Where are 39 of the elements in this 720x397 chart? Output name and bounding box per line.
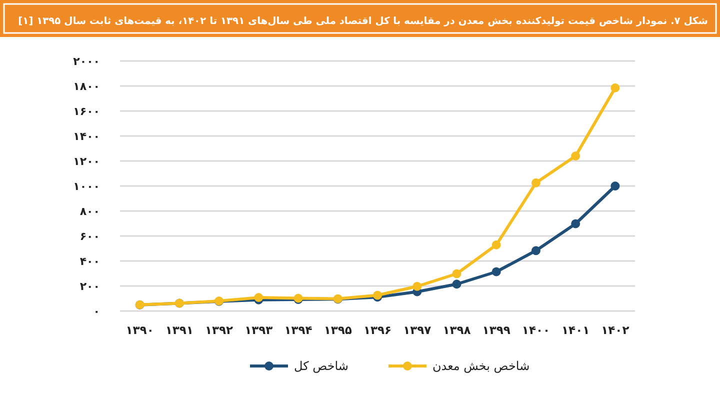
y-tick-label: ۱۶۰۰	[73, 105, 100, 118]
legend-label: شاخص بخش معدن	[432, 359, 530, 373]
point	[610, 83, 620, 92]
point	[452, 280, 462, 289]
y-tick-label: ۰	[93, 305, 100, 318]
x-tick-label: ۱۴۰۰	[522, 323, 550, 337]
point	[452, 269, 462, 278]
x-tick-label: ۱۴۰۱	[562, 323, 590, 337]
point	[492, 240, 501, 250]
point	[610, 182, 620, 190]
x-tick-label: ۱۳۹۵	[324, 323, 352, 337]
y-tick-label: ۶۰۰	[80, 230, 100, 243]
point	[254, 293, 264, 302]
y-tick-label: ۲۰۰	[80, 280, 100, 293]
x-tick-label: ۱۳۹۰	[126, 323, 154, 337]
x-tick-label: ۱۳۹۹	[482, 323, 510, 337]
x-tick-label: ۱۳۹۶	[363, 323, 392, 337]
point	[412, 282, 422, 291]
point	[492, 267, 501, 276]
y-tick-label: ۸۰۰	[80, 205, 100, 218]
chart-title: شکل ۷. نمودار شاخص قیمت تولیدکننده بخش معدن در مقایسه با کل اقتصاد ملی طی سال‌های ۱۳۹۱ تا ۱۴۰۲، به قیمت‌های ثابت سال ۱۳۹۵ [۱]	[18, 16, 708, 27]
y-tick-label: ۲۰۰۰	[73, 55, 100, 68]
y-tick-label: ۱۰۰۰	[73, 180, 100, 193]
point	[531, 246, 540, 256]
x-tick-label: ۱۳۹۱	[165, 323, 194, 337]
legend-label: شاخص کل	[294, 359, 348, 373]
x-tick-label: ۱۳۹۲	[205, 323, 234, 337]
y-tick-label: ۴۰۰	[80, 255, 100, 268]
point	[531, 178, 540, 188]
y-tick-label: ۱۸۰۰	[73, 80, 100, 93]
x-tick-label: ۱۳۹۳	[244, 323, 273, 337]
y-tick-label: ۱۴۰۰	[73, 130, 100, 143]
x-tick-label: ۱۴۰۲	[601, 323, 630, 337]
point	[571, 152, 580, 160]
y-tick-label: ۱۲۰۰	[73, 155, 100, 168]
x-tick-label: ۱۳۹۴	[284, 323, 312, 337]
x-tick-label: ۱۳۹۸	[442, 323, 471, 337]
point	[571, 219, 580, 228]
x-tick-label: ۱۳۹۷	[403, 323, 432, 337]
